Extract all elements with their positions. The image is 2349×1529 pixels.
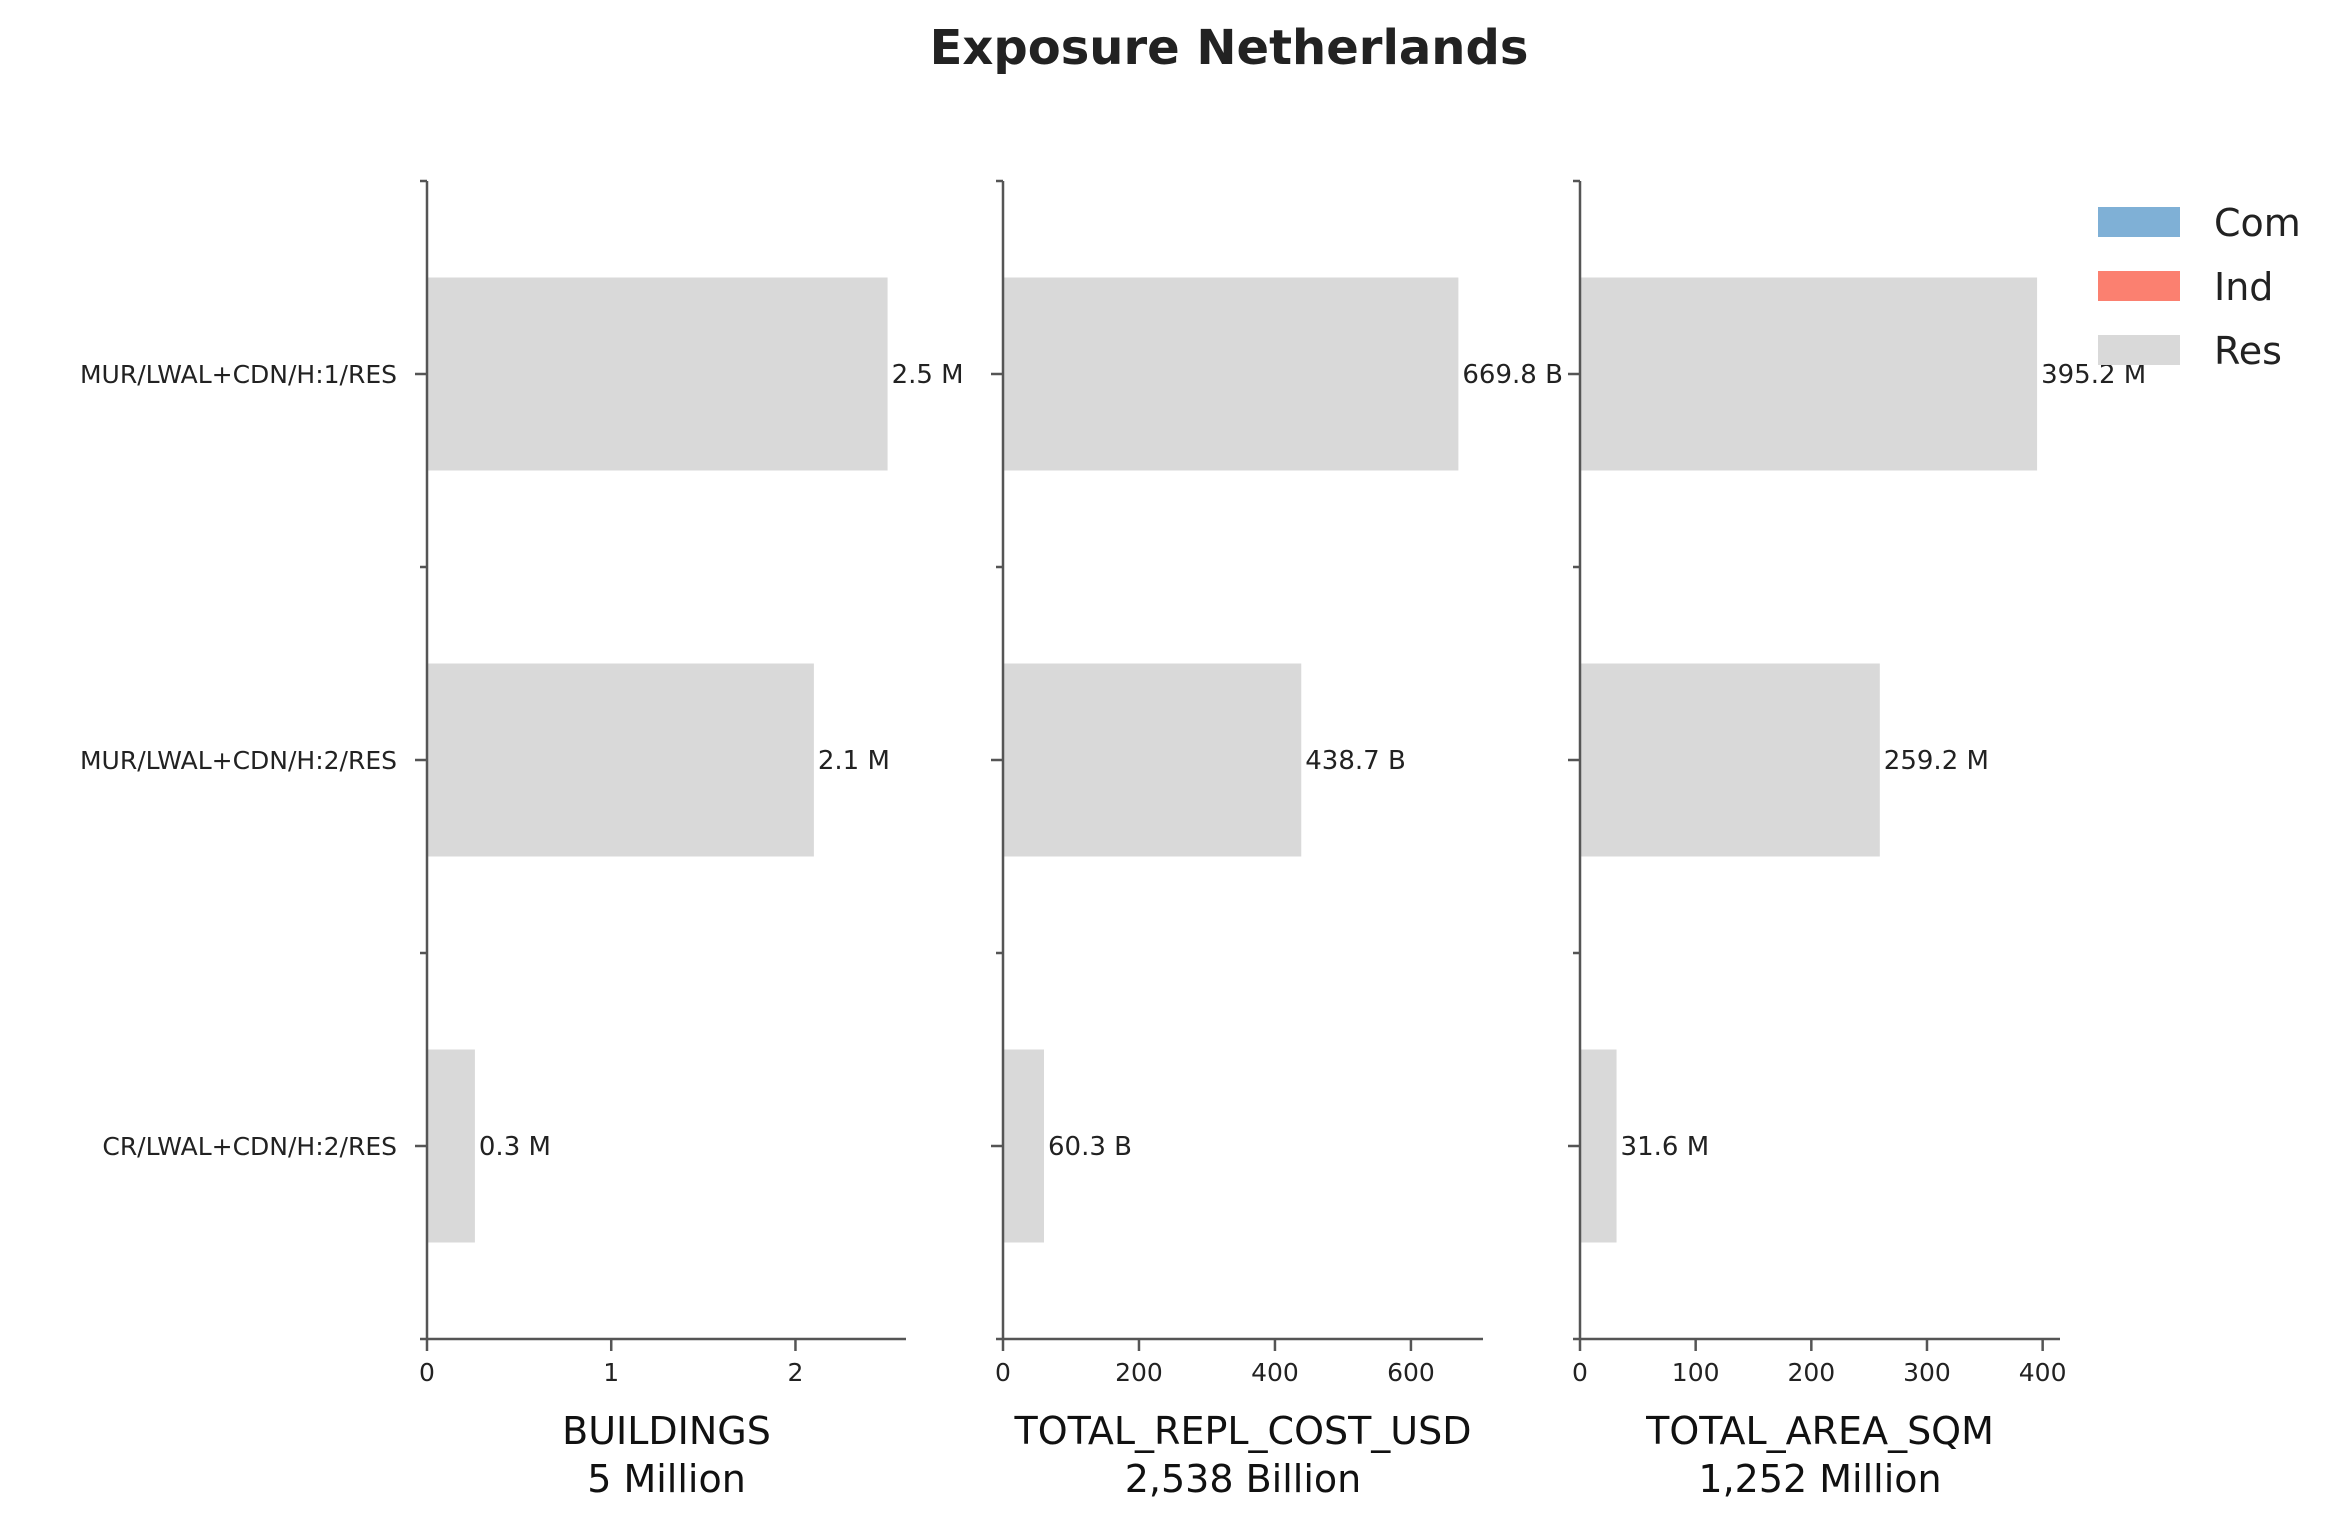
y-tick-label: MUR/LWAL+CDN/H:1/RES (80, 360, 397, 389)
legend-swatch (2098, 271, 2180, 301)
bar (427, 1049, 475, 1243)
x-tick-label: 0 (1572, 1358, 1588, 1387)
bar (1580, 1049, 1617, 1243)
data-label: 60.3 B (1048, 1132, 1132, 1162)
x-tick-label: 300 (1903, 1358, 1951, 1387)
data-label: 669.8 B (1462, 360, 1563, 390)
data-label: 2.5 M (892, 360, 964, 390)
x-axis-subtitle: 5 Million (587, 1457, 746, 1501)
data-label: 438.7 B (1305, 746, 1406, 776)
legend: Com Ind Res (2098, 201, 2301, 373)
chart-title: Exposure Netherlands (930, 20, 1529, 76)
bar (1003, 1049, 1044, 1243)
bar (427, 277, 888, 471)
x-tick-label: 400 (2019, 1358, 2067, 1387)
legend-swatch (2098, 207, 2180, 237)
legend-swatch (2098, 335, 2180, 365)
bar (1580, 663, 1880, 857)
x-tick-label: 200 (1115, 1358, 1163, 1387)
data-label: 31.6 M (1621, 1132, 1710, 1162)
x-tick-label: 0 (419, 1358, 435, 1387)
data-label: 259.2 M (1884, 746, 1989, 776)
bar (1003, 277, 1459, 471)
y-tick-label: MUR/LWAL+CDN/H:2/RES (80, 746, 397, 775)
x-tick-label: 1 (603, 1358, 619, 1387)
data-label: 0.3 M (479, 1132, 551, 1162)
panels: 2.5 M 2.1 M 0.3 M MUR/LWAL+CDN/H:1/RES MUR/L… (80, 179, 2146, 1501)
bar (427, 663, 814, 857)
x-axis-label: BUILDINGS (562, 1409, 771, 1453)
x-axis-subtitle: 2,538 Billion (1125, 1457, 1362, 1501)
legend-label: Ind (2214, 265, 2273, 309)
x-axis-label: TOTAL_AREA_SQM (1645, 1409, 1994, 1453)
panel-1: 2.5 M 2.1 M 0.3 M MUR/LWAL+CDN/H:1/RES MUR/L… (80, 179, 964, 1501)
x-tick-label: 400 (1251, 1358, 1299, 1387)
x-tick-label: 600 (1387, 1358, 1435, 1387)
x-tick-label: 200 (1787, 1358, 1835, 1387)
x-tick-label: 100 (1672, 1358, 1720, 1387)
bar (1580, 277, 2038, 471)
legend-label: Com (2214, 201, 2301, 245)
x-axis-subtitle: 1,252 Million (1698, 1457, 1941, 1501)
x-tick-label: 2 (788, 1358, 804, 1387)
data-label: 2.1 M (818, 746, 890, 776)
x-axis-label: TOTAL_REPL_COST_USD (1013, 1409, 1471, 1453)
panel-2: 669.8 B 438.7 B 60.3 B 0 200 400 600 TOTAL_REPL… (991, 179, 1563, 1501)
y-tick-label: CR/LWAL+CDN/H:2/RES (102, 1132, 397, 1161)
legend-label: Res (2214, 329, 2282, 373)
bar (1003, 663, 1302, 857)
x-tick-label: 0 (995, 1358, 1011, 1387)
